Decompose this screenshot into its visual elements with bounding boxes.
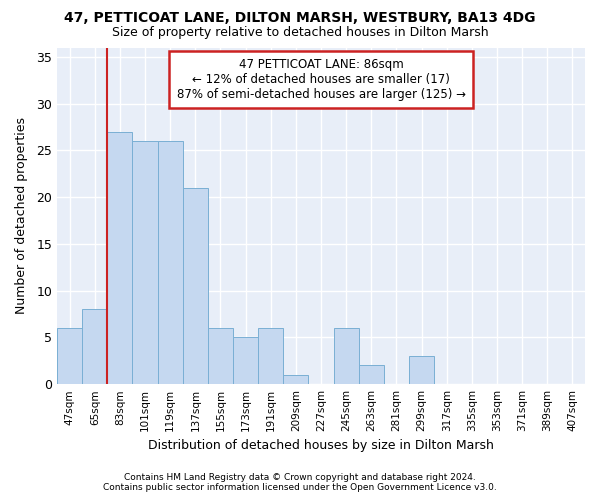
Text: Size of property relative to detached houses in Dilton Marsh: Size of property relative to detached ho… xyxy=(112,26,488,39)
Bar xyxy=(258,328,283,384)
Bar xyxy=(233,338,258,384)
Bar xyxy=(409,356,434,384)
Bar xyxy=(158,141,183,384)
Bar xyxy=(82,310,107,384)
Text: Contains HM Land Registry data © Crown copyright and database right 2024.
Contai: Contains HM Land Registry data © Crown c… xyxy=(103,473,497,492)
Text: 47, PETTICOAT LANE, DILTON MARSH, WESTBURY, BA13 4DG: 47, PETTICOAT LANE, DILTON MARSH, WESTBU… xyxy=(64,12,536,26)
Bar xyxy=(359,366,384,384)
Bar xyxy=(107,132,133,384)
X-axis label: Distribution of detached houses by size in Dilton Marsh: Distribution of detached houses by size … xyxy=(148,440,494,452)
Text: 47 PETTICOAT LANE: 86sqm
← 12% of detached houses are smaller (17)
87% of semi-d: 47 PETTICOAT LANE: 86sqm ← 12% of detach… xyxy=(176,58,466,100)
Bar xyxy=(208,328,233,384)
Bar xyxy=(334,328,359,384)
Bar xyxy=(183,188,208,384)
Bar xyxy=(57,328,82,384)
Y-axis label: Number of detached properties: Number of detached properties xyxy=(15,118,28,314)
Bar xyxy=(283,375,308,384)
Bar xyxy=(133,141,158,384)
